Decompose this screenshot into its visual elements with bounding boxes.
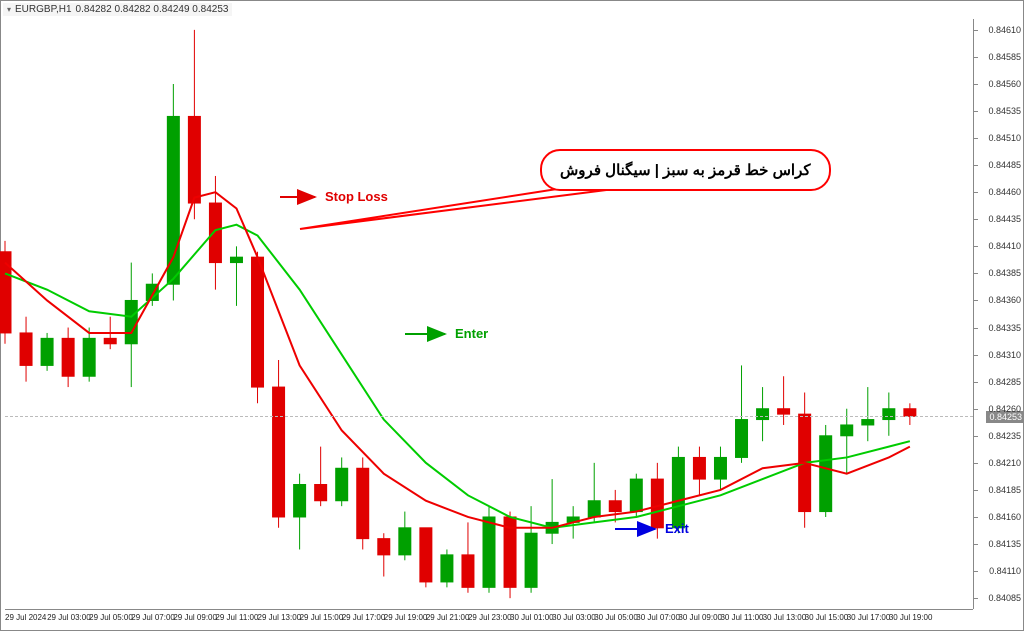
- stop-loss-label: Stop Loss: [325, 189, 388, 204]
- chart-window: ▾ EURGBP,H1 0.84282 0.84282 0.84249 0.84…: [0, 0, 1024, 631]
- x-tick-label: 29 Jul 23:00: [468, 613, 512, 622]
- x-tick-label: 29 Jul 13:00: [258, 613, 302, 622]
- candle: [841, 425, 853, 436]
- x-tick-label: 29 Jul 19:00: [384, 613, 428, 622]
- x-tick-label: 30 Jul 11:00: [720, 613, 763, 622]
- y-tick-label: 0.84560: [988, 79, 1021, 89]
- candle: [188, 116, 200, 203]
- candle: [209, 203, 221, 263]
- candle: [862, 420, 874, 425]
- ohlc-label: 0.84282 0.84282 0.84249 0.84253: [76, 4, 229, 15]
- candle: [736, 420, 748, 458]
- candle: [357, 468, 369, 538]
- dropdown-icon[interactable]: ▾: [7, 5, 11, 14]
- x-tick-label: 29 Jul 05:00: [89, 613, 133, 622]
- y-tick-label: 0.84410: [988, 241, 1021, 251]
- y-tick-label: 0.84585: [988, 52, 1021, 62]
- y-tick-label: 0.84285: [988, 377, 1021, 387]
- y-tick-label: 0.84510: [988, 133, 1021, 143]
- y-tick-label: 0.84210: [988, 458, 1021, 468]
- candle: [399, 528, 411, 555]
- enter-label: Enter: [455, 326, 488, 341]
- candle: [757, 409, 769, 420]
- y-tick-label: 0.84360: [988, 295, 1021, 305]
- candle: [420, 528, 432, 582]
- y-axis: 0.84085 0.84110 0.84135 0.84160 0.84185 0.842…: [973, 19, 1023, 609]
- x-tick-label: 29 Jul 09:00: [173, 613, 217, 622]
- x-tick-label: 30 Jul 09:00: [678, 613, 722, 622]
- candle: [778, 409, 790, 414]
- candle: [651, 479, 663, 528]
- candle: [714, 457, 726, 479]
- y-tick-label: 0.84310: [988, 350, 1021, 360]
- candle: [525, 533, 537, 587]
- x-tick-label: 29 Jul 2024: [5, 613, 46, 622]
- x-tick-label: 30 Jul 17:00: [847, 613, 891, 622]
- x-tick-label: 30 Jul 19:00: [889, 613, 933, 622]
- x-tick-label: 29 Jul 07:00: [131, 613, 175, 622]
- x-tick-label: 30 Jul 15:00: [805, 613, 849, 622]
- x-tick-label: 29 Jul 03:00: [47, 613, 91, 622]
- candle: [315, 485, 327, 501]
- candle: [672, 457, 684, 527]
- x-tick-label: 29 Jul 15:00: [300, 613, 344, 622]
- y-tick-label: 0.84435: [988, 214, 1021, 224]
- plot-area[interactable]: 0.84253 Stop Loss Enter Exit کراس خط قرم…: [5, 19, 973, 609]
- candle: [83, 338, 95, 376]
- candle: [378, 539, 390, 555]
- candle: [125, 300, 137, 343]
- candle: [820, 436, 832, 512]
- candle: [273, 387, 285, 517]
- candle: [609, 501, 621, 512]
- x-tick-label: 29 Jul 21:00: [426, 613, 470, 622]
- ma-red-line: [5, 192, 910, 528]
- candle: [294, 485, 306, 517]
- candle: [41, 338, 53, 365]
- candle: [693, 457, 705, 479]
- x-tick-label: 29 Jul 11:00: [215, 613, 258, 622]
- candle: [883, 409, 895, 420]
- candle: [230, 257, 242, 262]
- chart-svg: [5, 19, 973, 609]
- y-tick-label: 0.84235: [988, 431, 1021, 441]
- candle: [336, 468, 348, 500]
- candle: [20, 333, 32, 365]
- y-tick-label: 0.84485: [988, 160, 1021, 170]
- y-tick-label: 0.84385: [988, 268, 1021, 278]
- x-tick-label: 30 Jul 03:00: [552, 613, 596, 622]
- y-tick-label: 0.84535: [988, 106, 1021, 116]
- candle: [904, 409, 916, 417]
- y-tick-label: 0.84160: [988, 512, 1021, 522]
- callout-box: کراس خط قرمز به سبز | سیگنال فروش: [540, 149, 831, 191]
- candle: [62, 338, 74, 376]
- ma-green-line: [5, 225, 910, 528]
- candle: [462, 555, 474, 587]
- x-tick-label: 30 Jul 13:00: [763, 613, 807, 622]
- candle: [104, 338, 116, 343]
- y-tick-label: 0.84110: [989, 566, 1021, 576]
- y-tick-label: 0.84610: [988, 25, 1021, 35]
- y-tick-label: 0.84260: [988, 404, 1021, 414]
- title-bar: ▾ EURGBP,H1 0.84282 0.84282 0.84249 0.84…: [3, 3, 232, 16]
- candle: [441, 555, 453, 582]
- y-tick-label: 0.84335: [988, 323, 1021, 333]
- symbol-label: EURGBP,H1: [15, 4, 72, 15]
- candle: [588, 501, 600, 517]
- x-tick-label: 30 Jul 05:00: [594, 613, 638, 622]
- y-tick-label: 0.84085: [988, 593, 1021, 603]
- x-tick-label: 30 Jul 07:00: [636, 613, 680, 622]
- x-tick-label: 30 Jul 01:00: [510, 613, 554, 622]
- exit-label: Exit: [665, 521, 689, 536]
- x-axis: 29 Jul 202429 Jul 03:0029 Jul 05:0029 Ju…: [5, 609, 973, 629]
- candle: [630, 479, 642, 511]
- y-tick-label: 0.84460: [988, 187, 1021, 197]
- x-tick-label: 29 Jul 17:00: [342, 613, 386, 622]
- y-tick-label: 0.84185: [988, 485, 1021, 495]
- candle: [252, 257, 264, 387]
- y-tick-label: 0.84135: [988, 539, 1021, 549]
- last-price-line: 0.84253: [5, 416, 973, 417]
- candle: [483, 517, 495, 587]
